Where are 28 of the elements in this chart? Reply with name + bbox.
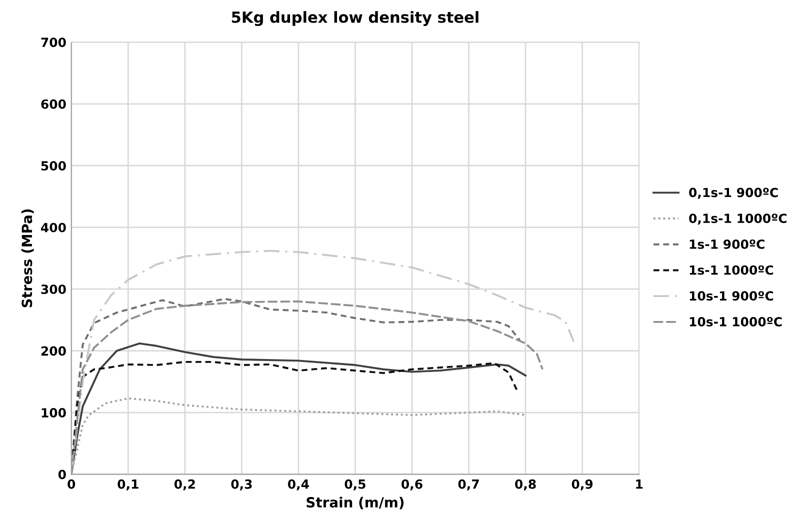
x-tick-label: 0,6 [402,479,422,490]
y-tick-label: 200 [41,346,66,356]
y-axis-title: Stress (MPa) [21,209,34,308]
x-tick-label: 0 [68,479,76,489]
x-tick-label: 0,4 [288,479,309,490]
x-tick-label: 0,3 [231,479,252,490]
x-tick-label: 0,8 [515,479,536,490]
legend-label: 1s-1 1000ºC [690,265,774,275]
y-tick-label: 100 [42,408,66,418]
legend-label: 10s-1 1000ºC [690,317,782,326]
x-axis-title: Strain (m/m) [306,496,404,510]
x-tick-label: 0,2 [174,479,195,490]
x-tick-label: 1 [636,480,643,489]
x-tick-label: 0,5 [344,479,366,490]
legend-label: 10s-1 900ºC [690,291,774,301]
legend-label: 0,1s-1 1000ºC [689,214,787,225]
y-tick-label: 500 [41,161,66,171]
legend-label: 1s-1 900ºC [690,239,764,249]
x-tick-label: 0,9 [572,479,593,490]
y-tick-label: 0 [58,470,66,480]
x-tick-label: 0,7 [458,479,479,490]
x-tick-label: 0,1 [118,479,138,490]
y-tick-label: 600 [41,99,66,109]
y-tick-label: 700 [41,38,66,48]
legend-label: 0,1s-1 900ºC [689,188,778,199]
chart-title: 5Kg duplex low density steel [232,11,478,26]
y-tick-label: 300 [41,284,66,294]
y-tick-label: 400 [40,222,66,232]
